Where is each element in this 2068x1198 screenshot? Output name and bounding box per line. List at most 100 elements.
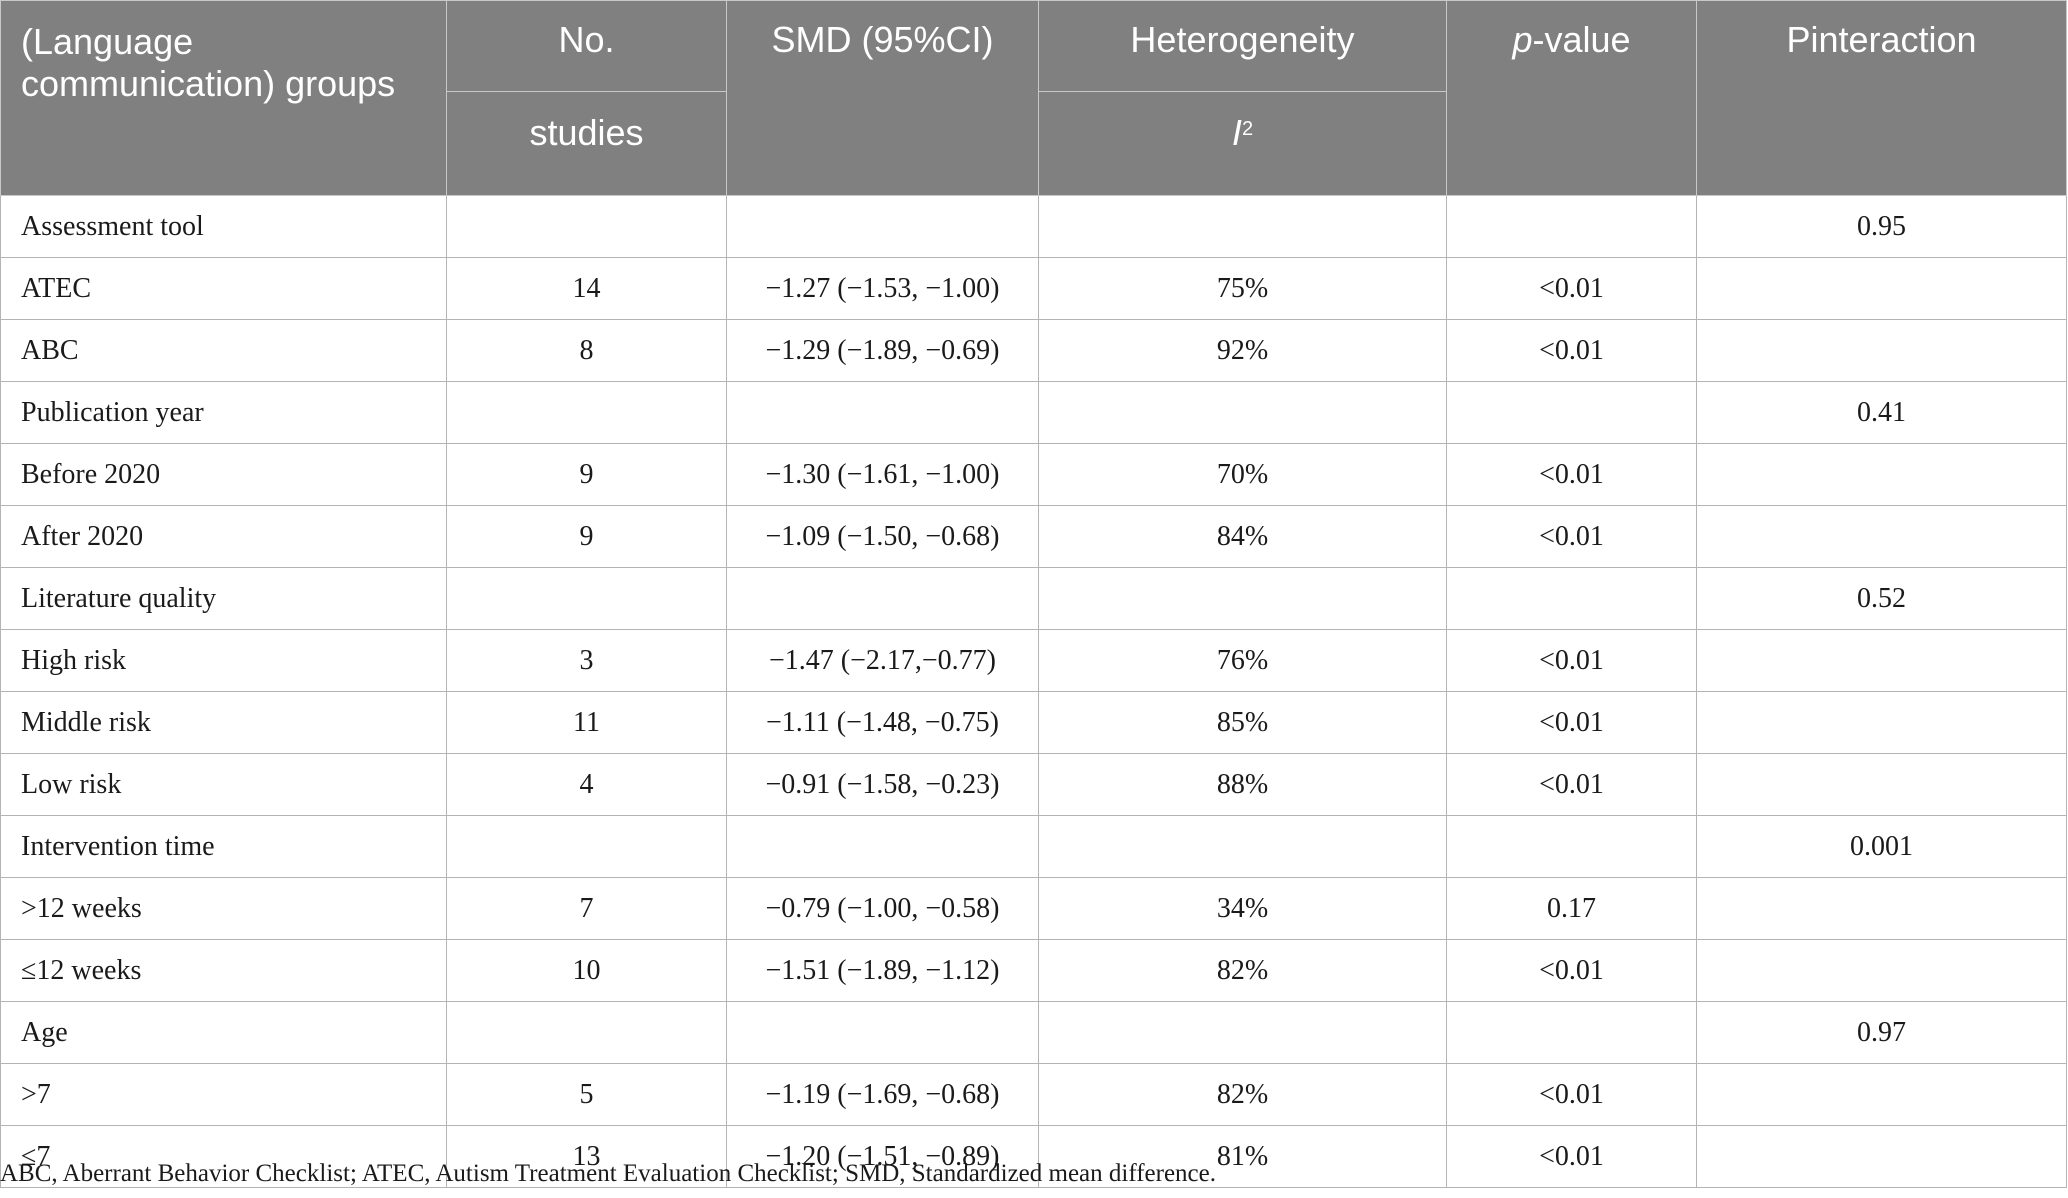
cell-p-value [1446,815,1697,878]
table-row: Literature quality 0.52 [0,567,2067,630]
cell-group: Publication year [0,381,447,444]
cell-group: ≤7 [0,1125,447,1188]
cell-smd [726,1001,1039,1064]
cell-group: Before 2020 [0,443,447,506]
cell-studies [446,815,727,878]
p-value-p: p [1512,19,1533,60]
cell-smd: −0.91 (−1.58, −0.23) [726,753,1039,816]
table-row: ≤7 13 −1.20 (−1.51, −0.89) 81% <0.01 [0,1125,2067,1188]
cell-p-value: <0.01 [1446,443,1697,506]
cell-pinteraction [1696,939,2067,1002]
cell-pinteraction [1696,443,2067,506]
cell-i2: 81% [1038,1125,1447,1188]
cell-i2 [1038,567,1447,630]
cell-smd: −1.20 (−1.51, −0.89) [726,1125,1039,1188]
table-body: Assessment tool 0.95 ATEC 14 −1.27 (−1.53, −… [0,195,2067,1188]
header-groups: (Language communication) groups [0,0,447,196]
cell-studies: 11 [446,691,727,754]
table-row: >12 weeks 7 −0.79 (−1.00, −0.58) 34% 0.17 [0,877,2067,940]
cell-group: High risk [0,629,447,692]
cell-group: Middle risk [0,691,447,754]
table-row: After 2020 9 −1.09 (−1.50, −0.68) 84% <0.01 [0,505,2067,568]
cell-group: ≤12 weeks [0,939,447,1002]
cell-p-value [1446,1001,1697,1064]
cell-pinteraction [1696,319,2067,382]
table-row: Before 2020 9 −1.30 (−1.61, −1.00) 70% <0.01 [0,443,2067,506]
cell-pinteraction [1696,1063,2067,1126]
cell-i2: 34% [1038,877,1447,940]
header-smd: SMD (95%CI) [726,0,1039,196]
cell-p-value: <0.01 [1446,629,1697,692]
header-pinteraction: Pinteraction [1696,0,2067,196]
cell-smd: −1.47 (−2.17,−0.77) [726,629,1039,692]
cell-group: ATEC [0,257,447,320]
header-heterogeneity: Heterogeneity [1038,0,1447,92]
cell-studies: 14 [446,257,727,320]
cell-i2: 82% [1038,939,1447,1002]
cell-pinteraction [1696,691,2067,754]
cell-pinteraction [1696,505,2067,568]
cell-i2 [1038,381,1447,444]
cell-i2 [1038,815,1447,878]
cell-studies [446,381,727,444]
cell-studies: 4 [446,753,727,816]
cell-group: Intervention time [0,815,447,878]
cell-p-value: <0.01 [1446,939,1697,1002]
cell-p-value: <0.01 [1446,319,1697,382]
cell-i2: 76% [1038,629,1447,692]
cell-i2: 88% [1038,753,1447,816]
cell-p-value: <0.01 [1446,1063,1697,1126]
header-no: No. [446,0,727,92]
table-row: ABC 8 −1.29 (−1.89, −0.69) 92% <0.01 [0,319,2067,382]
table-row: Intervention time 0.001 [0,815,2067,878]
cell-p-value: <0.01 [1446,257,1697,320]
cell-pinteraction: 0.001 [1696,815,2067,878]
table-row: High risk 3 −1.47 (−2.17,−0.77) 76% <0.01 [0,629,2067,692]
i2-letter: I [1231,112,1242,153]
cell-i2: 75% [1038,257,1447,320]
cell-smd [726,567,1039,630]
cell-group: >7 [0,1063,447,1126]
cell-pinteraction [1696,1125,2067,1188]
cell-p-value: 0.17 [1446,877,1697,940]
cell-p-value [1446,195,1697,258]
cell-i2: 85% [1038,691,1447,754]
cell-group: >12 weeks [0,877,447,940]
header-p-value: p-value [1446,0,1697,196]
cell-group: ABC [0,319,447,382]
cell-studies: 8 [446,319,727,382]
cell-studies: 13 [446,1125,727,1188]
cell-i2: 70% [1038,443,1447,506]
cell-studies: 9 [446,505,727,568]
table-header: (Language communication) groups No. SMD … [0,0,2067,196]
cell-smd: −1.27 (−1.53, −1.00) [726,257,1039,320]
cell-studies: 7 [446,877,727,940]
cell-smd: −1.11 (−1.48, −0.75) [726,691,1039,754]
table-row: Middle risk 11 −1.11 (−1.48, −0.75) 85% <0.0… [0,691,2067,754]
cell-p-value: <0.01 [1446,753,1697,816]
cell-studies: 3 [446,629,727,692]
cell-studies [446,195,727,258]
cell-smd: −1.29 (−1.89, −0.69) [726,319,1039,382]
i2-superscript: 2 [1241,118,1254,140]
cell-group: Low risk [0,753,447,816]
cell-pinteraction [1696,877,2067,940]
cell-pinteraction [1696,629,2067,692]
cell-pinteraction: 0.95 [1696,195,2067,258]
cell-smd [726,195,1039,258]
table-row: Publication year 0.41 [0,381,2067,444]
cell-smd: −1.30 (−1.61, −1.00) [726,443,1039,506]
p-value-suffix: -value [1532,19,1631,60]
table-row: ATEC 14 −1.27 (−1.53, −1.00) 75% <0.01 [0,257,2067,320]
cell-group: Literature quality [0,567,447,630]
cell-studies: 9 [446,443,727,506]
cell-group: Age [0,1001,447,1064]
cell-smd: −1.51 (−1.89, −1.12) [726,939,1039,1002]
cell-smd [726,381,1039,444]
cell-i2: 84% [1038,505,1447,568]
cell-studies: 10 [446,939,727,1002]
cell-smd: −1.19 (−1.69, −0.68) [726,1063,1039,1126]
header-studies: studies [446,91,727,196]
